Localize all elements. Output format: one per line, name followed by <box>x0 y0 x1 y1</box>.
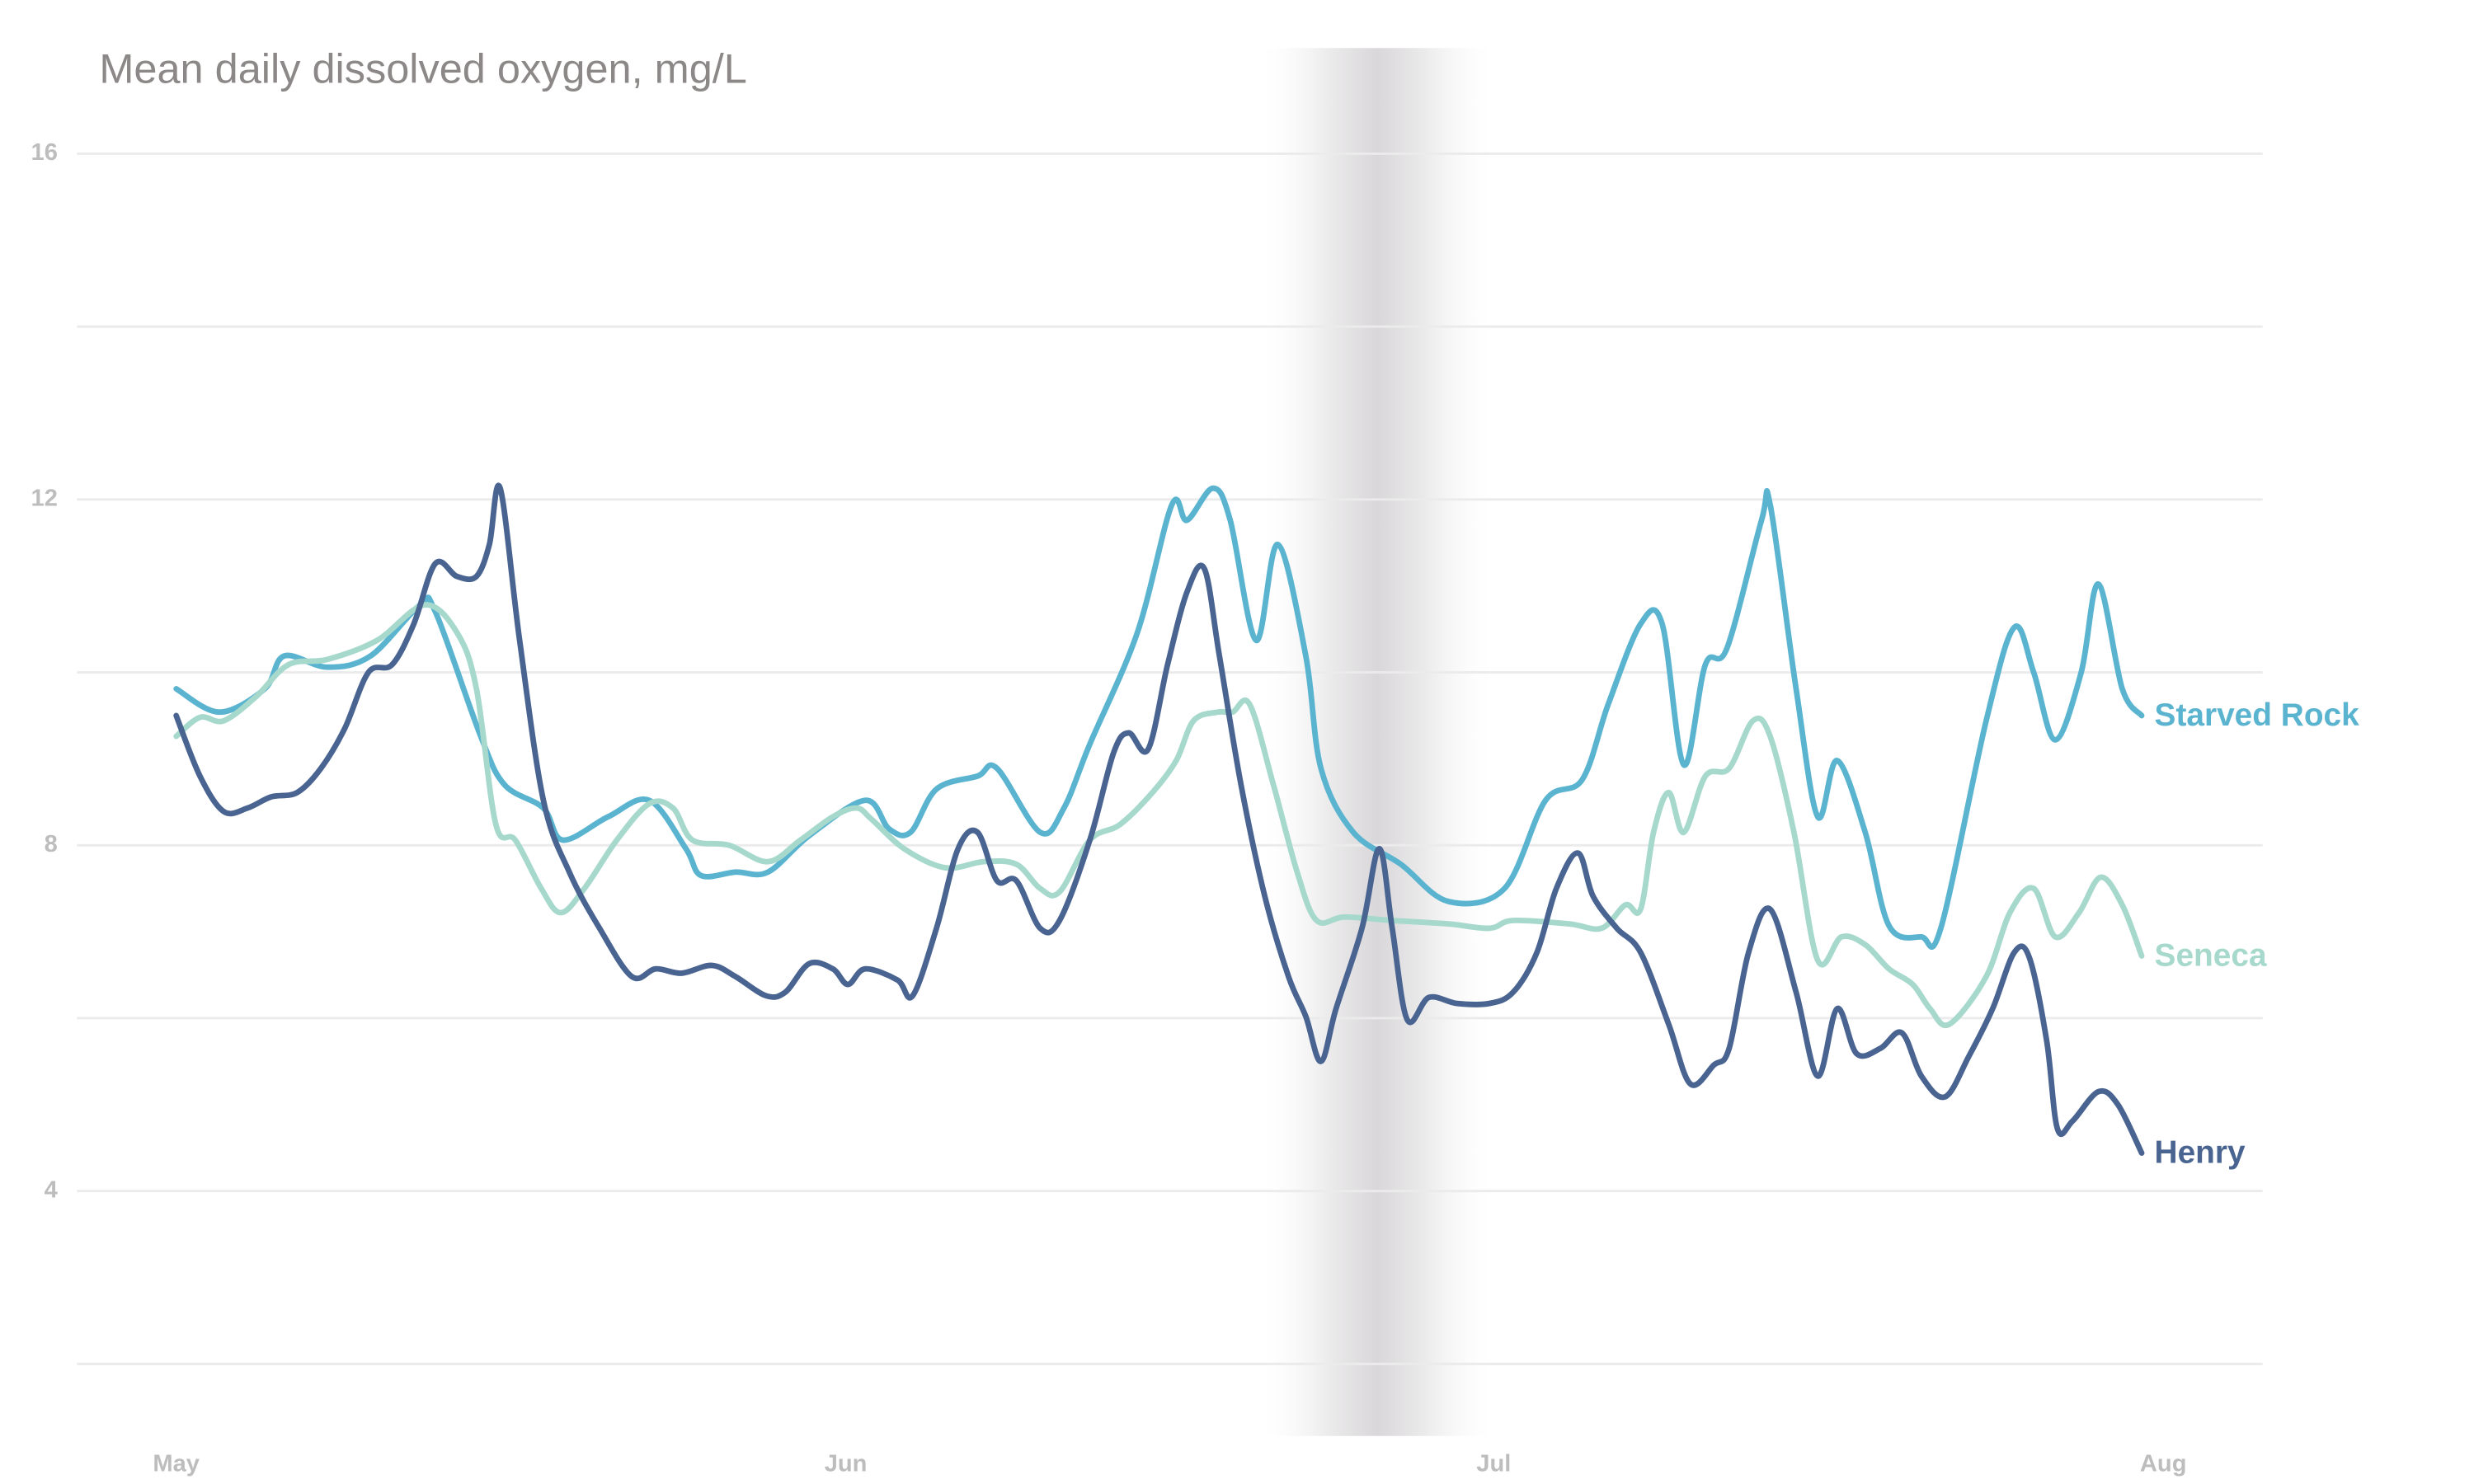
y-tick-label: 12 <box>31 486 58 512</box>
y-tick-label: 4 <box>45 1176 59 1203</box>
x-tick-label: Jul <box>1476 1450 1511 1477</box>
chart-title: Mean daily dissolved oxygen, mg/L <box>99 45 747 92</box>
highlight-band <box>1256 48 1498 1436</box>
series-line <box>173 485 2145 951</box>
series-label: Seneca <box>2155 938 2267 974</box>
x-tick-label: Jun <box>825 1450 868 1477</box>
y-tick-label: 16 <box>31 139 58 166</box>
series-line <box>173 602 2145 1029</box>
series-label: Starved Rock <box>2155 697 2360 733</box>
x-tick-label: May <box>153 1450 200 1477</box>
x-tick-label: Aug <box>2140 1450 2187 1477</box>
y-tick-label: 8 <box>45 831 58 857</box>
series-label: Henry <box>2155 1135 2246 1171</box>
series-line <box>173 482 2145 1156</box>
